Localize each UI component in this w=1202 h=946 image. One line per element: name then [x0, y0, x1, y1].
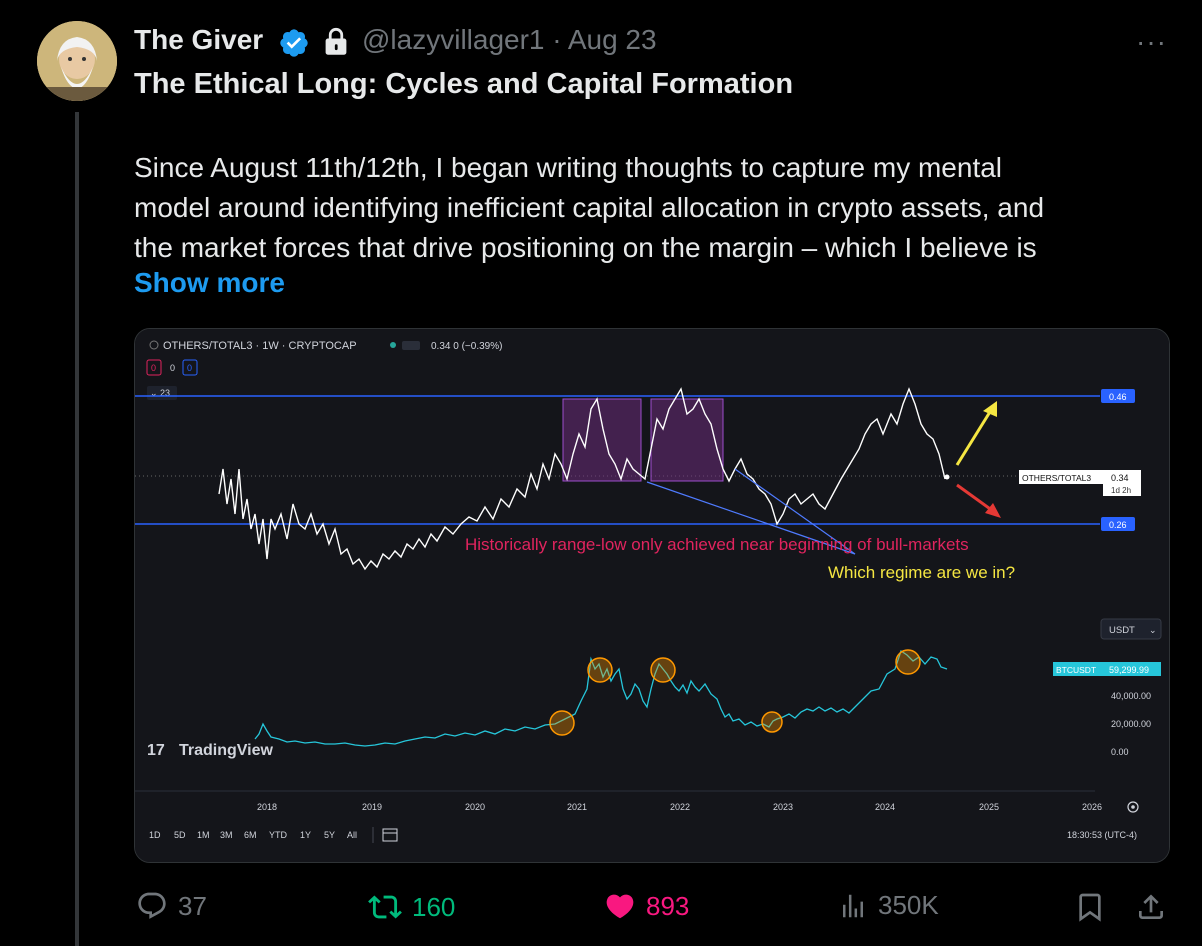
- highlight-circle: [895, 649, 921, 675]
- timeframe-6m[interactable]: 6M: [244, 830, 257, 840]
- svg-text:59,299.99: 59,299.99: [1109, 665, 1149, 675]
- timeframe-1y[interactable]: 1Y: [300, 830, 311, 840]
- reply-button[interactable]: 37: [136, 890, 207, 922]
- collapse-label: ⌄ 23: [150, 388, 170, 398]
- others-total3-series: [218, 387, 946, 571]
- highlight-circle: [650, 657, 676, 683]
- reply-icon: [138, 892, 166, 919]
- svg-text:BTCUSDT: BTCUSDT: [1056, 665, 1096, 675]
- timeframe-3m[interactable]: 3M: [220, 830, 233, 840]
- value-tag: [1103, 470, 1141, 496]
- repost-icon: [368, 895, 402, 919]
- symbol-tag: [1019, 470, 1103, 484]
- thread-line: [75, 112, 79, 946]
- repost-count: 160: [412, 891, 456, 922]
- svg-text:0: 0: [151, 363, 156, 373]
- year-label: 2019: [362, 802, 382, 812]
- views-count: 350K: [878, 890, 939, 920]
- upper-price-tag: [1101, 389, 1135, 403]
- symbol-icon: [149, 340, 159, 350]
- like-count: 893: [646, 890, 690, 921]
- tweet-title: The Ethical Long: Cycles and Capital For…: [134, 68, 794, 100]
- timeframe-5y[interactable]: 5Y: [324, 830, 335, 840]
- btc-axis-label: 20,000.00: [1111, 719, 1151, 729]
- lock-icon: [325, 27, 347, 55]
- like-button[interactable]: 893: [604, 890, 689, 922]
- settings-icon[interactable]: [1127, 801, 1139, 813]
- bookmark-button[interactable]: [1074, 890, 1106, 924]
- btcusdt-series: [254, 649, 948, 747]
- highlight-circle: [587, 657, 613, 683]
- tweet-body: Since August 11th/12th, I began writing …: [134, 148, 1174, 268]
- handle-and-date: @lazyvillager1 · Aug 23: [362, 24, 657, 55]
- views-icon: [843, 894, 863, 917]
- chart-image[interactable]: OTHERS/TOTAL3 · 1W · CRYPTOCAP 0.34 0 (−…: [134, 328, 1170, 863]
- bookmark-icon: [1079, 893, 1101, 922]
- svg-text:0.34: 0.34: [1111, 473, 1129, 483]
- timeframe-bar: 1D 5D 1M 3M 6M YTD 1Y 5Y All: [149, 830, 357, 840]
- timeframe-1d[interactable]: 1D: [149, 830, 161, 840]
- year-label: 2022: [670, 802, 690, 812]
- avatar-image: [37, 21, 117, 101]
- views-button[interactable]: 350K: [838, 890, 939, 921]
- status-dot: [390, 342, 396, 348]
- svg-text:USDT: USDT: [1109, 625, 1135, 636]
- year-label: 2023: [773, 802, 793, 812]
- currency-select[interactable]: [1100, 618, 1162, 640]
- avatar[interactable]: [37, 21, 117, 101]
- indicator-box[interactable]: [146, 359, 162, 376]
- svg-text:TradingView: TradingView: [179, 742, 274, 759]
- svg-text:OTHERS/TOTAL3: OTHERS/TOTAL3: [1022, 473, 1091, 483]
- year-label: 2026: [1082, 802, 1102, 812]
- author-name[interactable]: The Giver: [134, 24, 264, 55]
- svg-text:0.26: 0.26: [1109, 520, 1127, 530]
- heart-icon: [606, 894, 634, 919]
- year-label: 2018: [257, 802, 277, 812]
- btc-tag: [1053, 662, 1103, 676]
- yellow-arrow: [955, 406, 995, 466]
- lower-price-tag: [1101, 517, 1135, 531]
- body-line: the market forces that drive positioning…: [134, 232, 1037, 263]
- date-range-icon[interactable]: [382, 828, 398, 842]
- chart-clock: 18:30:53 (UTC-4): [1067, 830, 1137, 840]
- timeframe-ytd[interactable]: YTD: [269, 830, 288, 840]
- timeframe-all[interactable]: All: [347, 830, 357, 840]
- svg-text:1d 2h: 1d 2h: [1111, 486, 1131, 495]
- body-line: model around identifying inefficient cap…: [134, 192, 1045, 223]
- highlight-circle: [761, 711, 783, 733]
- annotation-red: Historically range-low only achieved nea…: [465, 535, 969, 554]
- highlight-circle: [549, 710, 575, 736]
- svg-text:17: 17: [147, 742, 165, 759]
- year-label: 2020: [465, 802, 485, 812]
- reply-count: 37: [178, 890, 207, 921]
- share-icon: [1139, 894, 1163, 919]
- btc-axis-label: 0.00: [1111, 747, 1129, 757]
- timeframe-5d[interactable]: 5D: [174, 830, 186, 840]
- repost-button[interactable]: 160: [368, 890, 455, 924]
- indicator-box[interactable]: [182, 359, 198, 376]
- highlight-box: [650, 398, 724, 482]
- chart-svg: OTHERS/TOTAL3 · 1W · CRYPTOCAP 0.34 0 (−…: [135, 329, 1169, 862]
- red-arrow: [956, 483, 994, 513]
- year-label: 2025: [979, 802, 999, 812]
- tradingview-logo: 17 TradingView: [147, 742, 274, 759]
- more-options-button[interactable]: ···: [1136, 26, 1167, 57]
- svg-text:0: 0: [187, 363, 192, 373]
- chart-symbol: OTHERS/TOTAL3 · 1W · CRYPTOCAP: [163, 340, 357, 352]
- highlight-box: [562, 398, 642, 482]
- year-label: 2021: [567, 802, 587, 812]
- body-line: Since August 11th/12th, I began writing …: [134, 152, 1003, 183]
- svg-text:⌄: ⌄: [1149, 625, 1157, 635]
- btc-value-tag: [1103, 662, 1161, 676]
- verified-icon: [280, 29, 308, 57]
- show-more-link[interactable]: Show more: [134, 267, 285, 298]
- annotation-yellow: Which regime are we in?: [828, 563, 1015, 582]
- svg-text:0.46: 0.46: [1109, 392, 1127, 402]
- year-label: 2024: [875, 802, 895, 812]
- btc-axis-label: 40,000.00: [1111, 691, 1151, 701]
- svg-text:0: 0: [170, 363, 175, 373]
- share-button[interactable]: [1135, 890, 1167, 924]
- timeframe-1m[interactable]: 1M: [197, 830, 210, 840]
- chart-value: 0.34 0 (−0.39%): [431, 341, 502, 352]
